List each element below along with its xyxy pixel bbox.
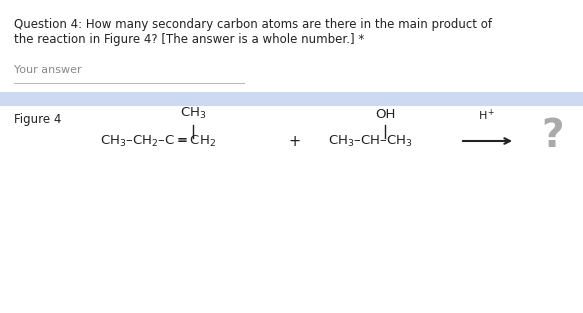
Text: Figure 4: Figure 4 — [14, 113, 61, 126]
Text: CH$_3$–CH–CH$_3$: CH$_3$–CH–CH$_3$ — [328, 133, 413, 149]
Text: the reaction in Figure 4? [The answer is a whole number.] *: the reaction in Figure 4? [The answer is… — [14, 33, 364, 46]
Bar — [0, 92, 583, 106]
Text: H$^+$: H$^+$ — [478, 108, 496, 123]
Text: Question 4: How many secondary carbon atoms are there in the main product of: Question 4: How many secondary carbon at… — [14, 18, 492, 31]
Text: CH$_3$–CH$_2$–C$\mathbf{=}$CH$_2$: CH$_3$–CH$_2$–C$\mathbf{=}$CH$_2$ — [100, 133, 216, 149]
Text: CH$_3$: CH$_3$ — [180, 106, 206, 121]
Text: OH: OH — [375, 108, 395, 121]
Text: +: + — [289, 134, 301, 148]
Text: ?: ? — [542, 117, 564, 155]
Text: Your answer: Your answer — [14, 65, 82, 75]
